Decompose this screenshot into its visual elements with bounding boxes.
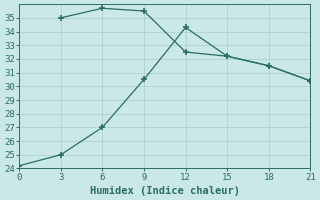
- X-axis label: Humidex (Indice chaleur): Humidex (Indice chaleur): [90, 186, 240, 196]
